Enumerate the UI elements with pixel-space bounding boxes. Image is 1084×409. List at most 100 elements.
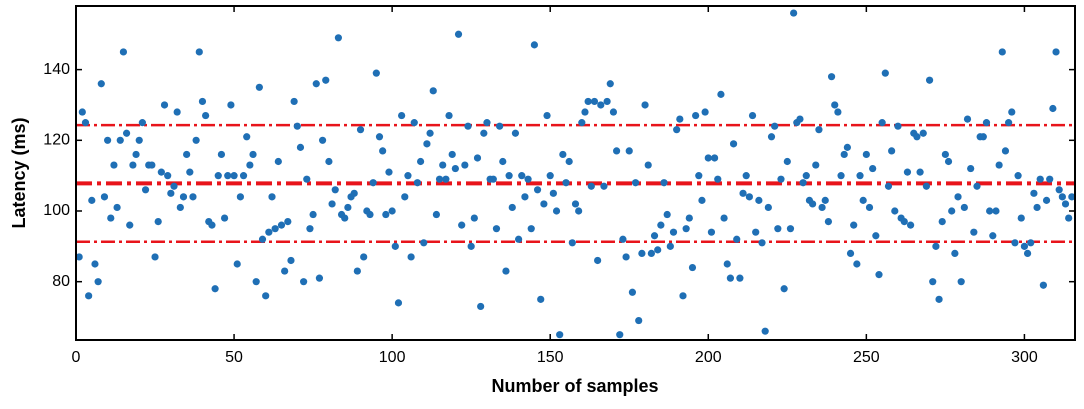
point xyxy=(290,97,298,106)
point xyxy=(328,200,336,208)
point xyxy=(413,179,422,187)
point xyxy=(865,203,874,212)
point xyxy=(100,193,109,201)
point xyxy=(489,175,497,183)
point xyxy=(679,292,687,300)
point xyxy=(790,9,798,17)
point xyxy=(85,292,93,300)
point xyxy=(353,267,361,275)
point xyxy=(170,182,178,190)
point xyxy=(660,179,668,187)
point xyxy=(932,242,940,250)
point xyxy=(1052,48,1060,56)
point xyxy=(872,232,880,240)
point xyxy=(375,133,384,141)
point xyxy=(148,161,156,169)
point xyxy=(711,154,719,162)
point xyxy=(827,73,836,81)
point xyxy=(666,242,674,250)
point xyxy=(786,225,795,233)
y-tick-label: 140 xyxy=(43,61,70,78)
point xyxy=(126,221,134,229)
point xyxy=(1014,172,1022,180)
point xyxy=(107,214,115,222)
point xyxy=(94,278,102,286)
point xyxy=(416,157,425,166)
x-tick-label: 50 xyxy=(225,349,243,366)
point xyxy=(1033,203,1041,212)
y-tick-label: 100 xyxy=(43,202,70,219)
point xyxy=(552,207,561,215)
point xyxy=(995,161,1003,169)
point xyxy=(104,136,112,144)
point xyxy=(758,239,766,247)
point xyxy=(439,161,447,169)
y-tick-label: 120 xyxy=(43,132,70,149)
point xyxy=(129,161,137,169)
point xyxy=(799,179,807,187)
point xyxy=(543,111,551,120)
point xyxy=(1027,239,1035,247)
point xyxy=(1001,147,1010,155)
point xyxy=(929,278,937,286)
point xyxy=(284,217,292,226)
point xyxy=(903,168,912,176)
point xyxy=(271,225,279,233)
point xyxy=(628,288,637,296)
point xyxy=(612,147,621,155)
point xyxy=(372,69,380,77)
point xyxy=(619,235,627,243)
point xyxy=(888,147,896,155)
point xyxy=(809,200,817,208)
point xyxy=(505,172,513,180)
point xyxy=(274,157,282,166)
point xyxy=(322,76,330,84)
point xyxy=(258,235,267,243)
point xyxy=(75,253,83,261)
point xyxy=(900,217,908,226)
point xyxy=(473,154,482,162)
point xyxy=(707,228,716,236)
point xyxy=(938,217,946,226)
point xyxy=(141,186,150,194)
point xyxy=(502,267,510,275)
point xyxy=(1023,249,1032,258)
point xyxy=(780,285,788,293)
point xyxy=(233,260,241,268)
point xyxy=(695,172,703,180)
point xyxy=(717,90,725,98)
point xyxy=(986,207,994,215)
point xyxy=(382,210,390,219)
point xyxy=(600,182,608,190)
point xyxy=(470,214,478,222)
point xyxy=(1011,239,1019,247)
point xyxy=(834,108,842,116)
point xyxy=(676,115,684,123)
point xyxy=(164,172,172,180)
point xyxy=(884,182,893,190)
point xyxy=(249,150,257,159)
point xyxy=(581,108,589,116)
point xyxy=(979,133,987,141)
point xyxy=(186,168,194,176)
point xyxy=(1039,281,1047,289)
point xyxy=(88,196,96,204)
point xyxy=(973,182,981,190)
point xyxy=(989,232,997,240)
point xyxy=(227,101,235,109)
point xyxy=(755,196,763,204)
point xyxy=(869,164,877,173)
point xyxy=(644,161,652,169)
point xyxy=(704,154,712,162)
point xyxy=(78,108,86,116)
point xyxy=(309,210,317,219)
point xyxy=(767,133,776,141)
point xyxy=(714,175,722,183)
point xyxy=(862,150,870,159)
point xyxy=(262,292,270,300)
point xyxy=(688,263,697,272)
point xyxy=(802,172,810,180)
point xyxy=(91,260,99,268)
point xyxy=(998,48,1006,56)
